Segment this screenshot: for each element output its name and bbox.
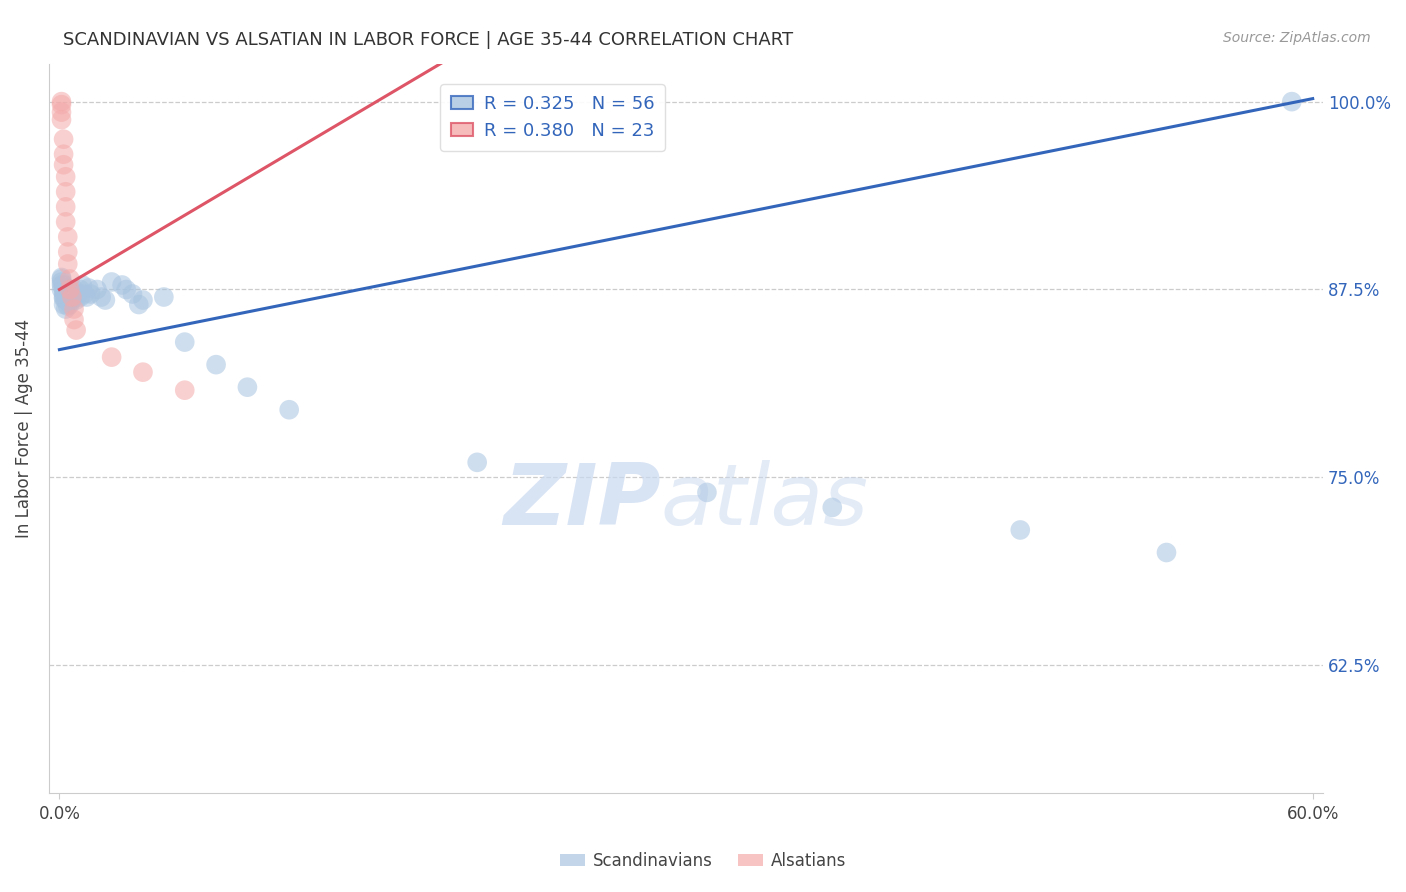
Text: ZIP: ZIP (503, 460, 661, 543)
Point (63, 312, 86, 326)
Point (111, 277, 134, 292)
Point (76, 290, 98, 304)
Point (56, 299, 79, 313)
Legend: Scandinavians, Alsatians: Scandinavians, Alsatians (553, 846, 853, 877)
Point (56, 290, 79, 304)
Point (63, 301, 86, 316)
Point (60, 287, 83, 301)
Point (51, 272, 73, 286)
Text: atlas: atlas (661, 460, 869, 543)
Point (51, 97, 73, 112)
Point (55, 288, 77, 302)
Point (1156, 545, 1178, 559)
Text: SCANDINAVIAN VS ALSATIAN IN LABOR FORCE | AGE 35-44 CORRELATION CHART: SCANDINAVIAN VS ALSATIAN IN LABOR FORCE … (63, 31, 793, 49)
Point (1010, 523, 1032, 537)
Point (52, 147, 75, 161)
Point (59, 283, 82, 297)
Point (52, 290, 75, 304)
Text: Source: ZipAtlas.com: Source: ZipAtlas.com (1223, 31, 1371, 45)
Point (100, 275, 122, 289)
Point (51, 105, 73, 120)
Point (52, 132, 75, 146)
Point (55, 293, 77, 307)
Point (56, 230, 79, 244)
Point (51, 275, 73, 289)
Point (121, 287, 143, 301)
Y-axis label: In Labor Force | Age 35-44: In Labor Force | Age 35-44 (15, 319, 32, 538)
Point (55, 169, 77, 184)
Point (55, 301, 77, 316)
Point (55, 185, 77, 199)
Point (86, 283, 108, 297)
Point (51, 95, 73, 109)
Point (56, 287, 79, 301)
Point (94, 293, 117, 307)
Point (59, 297, 82, 311)
Point (173, 335, 195, 350)
Point (52, 277, 75, 292)
Point (55, 283, 77, 297)
Point (77, 281, 100, 295)
Point (73, 287, 96, 301)
Point (59, 283, 82, 297)
Point (100, 350, 122, 364)
Point (59, 290, 82, 304)
Point (80, 287, 103, 301)
Point (63, 283, 86, 297)
Point (52, 287, 75, 301)
Point (51, 283, 73, 297)
Point (55, 200, 77, 214)
Point (90, 290, 112, 304)
Point (52, 297, 75, 311)
Point (132, 365, 155, 379)
Point (51, 277, 73, 292)
Point (65, 323, 87, 337)
Point (56, 257, 79, 271)
Legend: R = 0.325   N = 56, R = 0.380   N = 23: R = 0.325 N = 56, R = 0.380 N = 23 (440, 84, 665, 151)
Point (51, 270, 73, 285)
Point (236, 380, 259, 394)
Point (52, 158, 75, 172)
Point (65, 293, 87, 307)
Point (1281, 95, 1303, 109)
Point (115, 283, 138, 297)
Point (205, 358, 228, 372)
Point (60, 293, 83, 307)
Point (132, 293, 155, 307)
Point (696, 485, 718, 500)
Point (278, 402, 301, 417)
Point (69, 283, 91, 297)
Point (55, 281, 77, 295)
Point (67, 287, 90, 301)
Point (128, 297, 150, 311)
Point (56, 244, 79, 259)
Point (465, 455, 488, 469)
Point (60, 290, 83, 304)
Point (51, 112, 73, 127)
Point (72, 277, 94, 292)
Point (173, 383, 195, 397)
Point (59, 272, 82, 286)
Point (52, 292, 75, 306)
Point (55, 215, 77, 229)
Point (153, 290, 176, 304)
Point (821, 500, 844, 515)
Point (56, 293, 79, 307)
Point (69, 290, 91, 304)
Point (52, 283, 75, 297)
Point (63, 290, 86, 304)
